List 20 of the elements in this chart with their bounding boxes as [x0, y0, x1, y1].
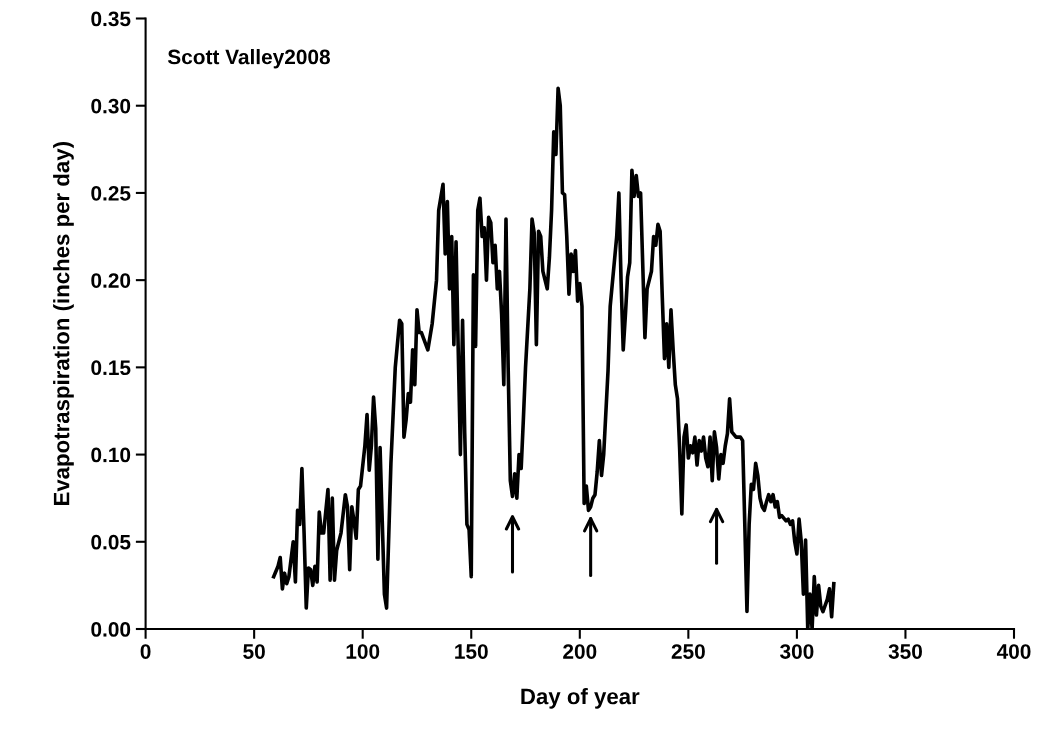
y-tick-label: 0.20 — [91, 273, 131, 288]
y-tick-label: 0.05 — [91, 534, 131, 550]
x-axis-title: Day of year — [521, 688, 640, 709]
y-tick-label: 0.15 — [91, 360, 131, 376]
x-tick-label: 300 — [780, 644, 814, 659]
y-tick-label: 0.25 — [91, 185, 131, 201]
y-tick-label: 0.35 — [91, 11, 131, 27]
text: Scott Valley2008 — [167, 49, 330, 69]
x-tick-label: 250 — [671, 644, 705, 659]
y-tick-label: 0.10 — [91, 447, 131, 463]
y-tick-label: 0.30 — [91, 98, 131, 114]
x-tick-label: 150 — [455, 644, 488, 659]
x-tick-label: 400 — [996, 644, 1031, 659]
x-tick-label: 350 — [888, 644, 922, 659]
x-tick-label: 0 — [140, 644, 151, 659]
y-axis-title: Evapotraspiration (inches per day) — [53, 142, 74, 506]
x-tick-label: 50 — [243, 644, 265, 659]
x-tick-label: 200 — [563, 644, 597, 659]
y-tick-label: 0.00 — [91, 622, 131, 637]
x-tick-label: 100 — [346, 644, 380, 659]
